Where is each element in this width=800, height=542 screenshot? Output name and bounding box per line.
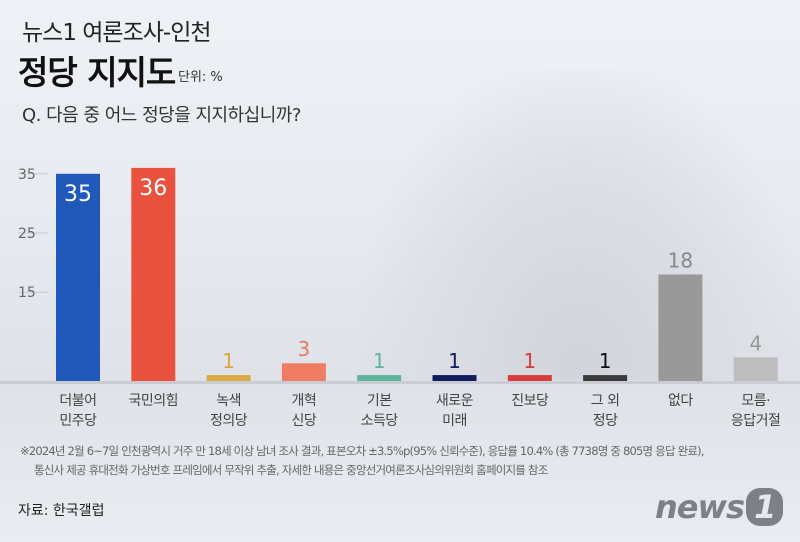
data-label: 3	[298, 337, 311, 361]
source-label: 자료: 한국갤럽	[18, 503, 105, 519]
page-title: 정당 지지도	[18, 53, 176, 92]
category-label: 정의당	[210, 413, 248, 429]
category-label: 정당	[593, 413, 618, 429]
category-label: 진보당	[511, 393, 549, 409]
y-tick-label: 25	[18, 226, 36, 242]
category-label: 기본	[367, 393, 392, 409]
news1-logo: news 1	[655, 488, 784, 526]
data-label: 36	[139, 176, 167, 201]
category-label: 미래	[442, 413, 467, 429]
category-label: 더불어	[59, 393, 96, 409]
bar	[357, 375, 402, 381]
bar	[432, 375, 477, 381]
data-label: 18	[668, 248, 693, 272]
footnote-line-2: 통신사 제공 휴대전화 가상번호 프레임에서 무작위 추출, 자세한 내용은 중…	[34, 463, 548, 477]
bar	[206, 375, 251, 381]
y-tick-label: 15	[18, 285, 36, 301]
category-label: 모름·	[741, 393, 770, 409]
data-label: 1	[448, 349, 461, 373]
series-title: 뉴스1 여론조사-인천	[22, 20, 212, 46]
logo-text: news	[655, 488, 745, 526]
category-label: 국민의힘	[129, 393, 179, 409]
bar	[658, 274, 703, 381]
category-label: 그 외	[591, 393, 620, 409]
category-label: 새로운	[436, 393, 474, 409]
category-label: 개혁	[292, 393, 317, 409]
data-label: 1	[373, 349, 386, 373]
background-assembly-image	[360, 70, 800, 380]
unit-label: 단위: %	[178, 70, 223, 85]
category-label: 소득당	[361, 413, 399, 429]
footnote: ※2024년 2월 6~7일 인천광역시 거주 만 18세 이상 남녀 조사 결…	[20, 442, 704, 480]
y-tick-label: 35	[18, 167, 36, 183]
logo-mark: 1	[746, 488, 784, 526]
baseline	[0, 381, 800, 384]
data-label: 1	[599, 349, 612, 373]
category-label: 신당	[292, 413, 317, 429]
category-label: 없다	[668, 393, 693, 409]
category-label: 응답거절	[731, 413, 781, 429]
footnote-line-1: ※2024년 2월 6~7일 인천광역시 거주 만 18세 이상 남녀 조사 결…	[20, 444, 704, 458]
bar	[583, 375, 628, 381]
bar	[733, 357, 778, 381]
bar	[281, 363, 326, 381]
survey-question: Q. 다음 중 어느 정당을 지지하십니까?	[22, 105, 301, 126]
bar	[56, 173, 100, 381]
bar	[507, 375, 552, 381]
category-label: 민주당	[59, 413, 97, 429]
data-label: 4	[749, 331, 762, 355]
data-label: 1	[222, 349, 235, 373]
category-label: 녹색	[216, 393, 241, 409]
bar	[131, 167, 176, 381]
data-label: 1	[523, 349, 536, 373]
data-label: 35	[64, 182, 92, 207]
